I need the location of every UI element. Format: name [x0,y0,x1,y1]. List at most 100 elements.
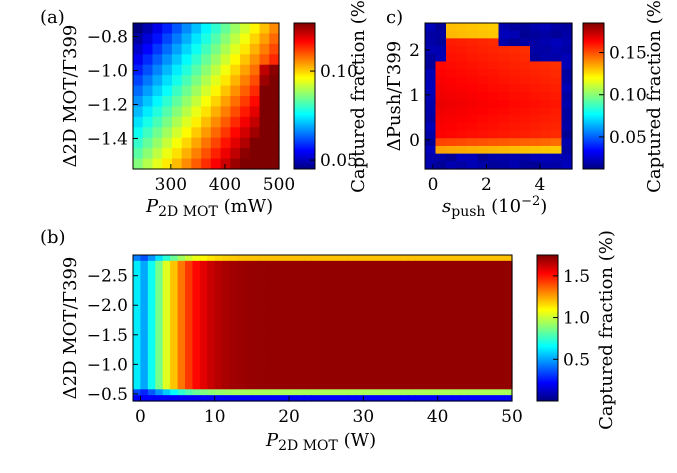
heatmap-cell [289,296,297,302]
heatmap-cell [143,33,153,44]
heatmap-cell [178,325,186,331]
heatmap-cell [488,54,499,62]
heatmap-cell [178,366,186,372]
heatmap-cell [250,159,260,170]
heatmap-cell [140,378,148,384]
y-tick-label: −1.4 [87,129,128,149]
heatmap-cell [230,23,240,34]
heatmap-cell [475,319,483,325]
heatmap-cell [304,378,312,384]
heatmap-cell [230,86,240,97]
heatmap-cell [505,290,513,296]
heatmap-cell [170,267,178,273]
heatmap-cell [430,348,438,354]
heatmap-cell [467,389,475,395]
heatmap-cell [267,273,275,279]
heatmap-cell [140,319,148,325]
heatmap-cell [371,255,379,261]
heatmap-cell [148,378,156,384]
heatmap-cell [222,383,230,389]
heatmap-cell [430,296,438,302]
heatmap-cell [371,319,379,325]
heatmap-cell [467,261,475,267]
heatmap-cell [148,313,156,319]
heatmap-cell [326,383,334,389]
heatmap-cell [467,38,478,46]
heatmap-cell [182,54,192,65]
heatmap-cell [334,389,342,395]
heatmap-cell [478,123,489,131]
heatmap-cell [163,383,171,389]
heatmap-cell [133,106,143,117]
heatmap-cell [425,123,436,131]
heatmap-cell [192,331,200,337]
heatmap-cell [415,348,423,354]
heatmap-cell [274,389,282,395]
heatmap-cell [334,337,342,343]
heatmap-cell [497,319,505,325]
heatmap-cell [363,366,371,372]
heatmap-cell [296,313,304,319]
heatmap-cell [415,383,423,389]
heatmap-cell [349,325,357,331]
heatmap-cell [230,65,240,76]
heatmap-cell [423,343,431,349]
heatmap-cell [445,255,453,261]
heatmap-cell [222,296,230,302]
heatmap-cell [349,372,357,378]
heatmap-cell [326,296,334,302]
heatmap-cell [499,138,510,146]
heatmap-cell [304,383,312,389]
heatmap-cell [460,255,468,261]
heatmap-cell [215,302,223,308]
heatmap-cell [349,255,357,261]
heatmap-cell [304,348,312,354]
heatmap-cell [148,331,156,337]
heatmap-cell [341,255,349,261]
heatmap-cell [425,131,436,139]
heatmap-cell [386,255,394,261]
heatmap-cell [509,138,520,146]
heatmap-cell [415,284,423,290]
heatmap-cell [490,255,498,261]
heatmap-cell [311,331,319,337]
heatmap-cell [457,92,468,100]
heatmap-cell [240,117,250,128]
heatmap-cell [178,267,186,273]
heatmap-cell [259,331,267,337]
heatmap-cell [304,389,312,395]
heatmap-cell [274,378,282,384]
heatmap-cell [509,69,520,77]
heatmap-cell [349,366,357,372]
heatmap-cell [488,23,499,31]
heatmap-cell [408,378,416,384]
heatmap-cell [499,115,510,123]
heatmap-cell [244,290,252,296]
heatmap-cell [438,378,446,384]
heatmap-cell [274,313,282,319]
heatmap-cell [133,308,141,314]
heatmap-cell [304,261,312,267]
heatmap-cell [408,302,416,308]
heatmap-cell [260,75,270,86]
heatmap-cell [438,337,446,343]
heatmap-cell [453,348,461,354]
heatmap-cell [269,106,279,117]
heatmap-cell [482,261,490,267]
heatmap-cell [460,319,468,325]
heatmap-cell [445,348,453,354]
heatmap-cell [155,284,163,290]
heatmap-cell [191,159,201,170]
heatmap-cell [475,284,483,290]
heatmap-cell [155,331,163,337]
heatmap-cell [378,378,386,384]
heatmap-cell [326,331,334,337]
heatmap-cell [326,354,334,360]
heatmap-cell [192,366,200,372]
y-tick-label: −2.0 [87,296,128,316]
heatmap-cell [207,261,215,267]
heatmap-cell [182,148,192,159]
heatmap-cell [386,378,394,384]
heatmap-cell [267,331,275,337]
heatmap-cell [488,146,499,154]
